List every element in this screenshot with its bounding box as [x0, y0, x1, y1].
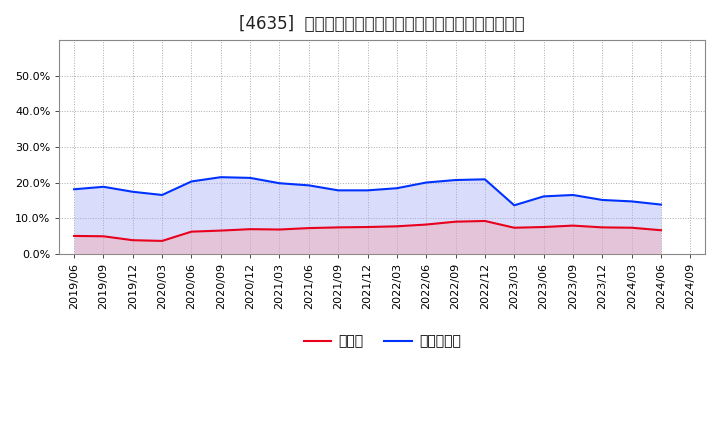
- 現須金: [70, 233, 78, 238]
- 現須金: [451, 219, 460, 224]
- 現須金: [128, 238, 137, 243]
- 有利子負債: [510, 203, 518, 208]
- 現須金: [275, 227, 284, 232]
- 現須金: [569, 223, 577, 228]
- 現須金: [305, 225, 313, 231]
- 有利子負債: [246, 175, 254, 180]
- 有利子負債: [158, 192, 166, 198]
- 有利子負債: [569, 192, 577, 198]
- 有利子負債: [451, 177, 460, 183]
- 有利子負債: [128, 189, 137, 194]
- 現須金: [99, 234, 108, 239]
- 有利子負債: [305, 183, 313, 188]
- 有利子負債: [598, 197, 607, 202]
- 有利子負債: [657, 202, 665, 207]
- 現須金: [598, 225, 607, 230]
- 現須金: [510, 225, 518, 231]
- 有利子負債: [539, 194, 548, 199]
- 現須金: [246, 227, 254, 232]
- 有利子負債: [422, 180, 431, 185]
- 有利子負債: [275, 180, 284, 186]
- 現須金: [334, 225, 343, 230]
- 有利子負債: [187, 179, 196, 184]
- Line: 有利子負債: 有利子負債: [74, 177, 661, 205]
- Legend: 現須金, 有利子負債: 現須金, 有利子負債: [298, 329, 467, 354]
- 現須金: [392, 224, 401, 229]
- 現須金: [217, 228, 225, 233]
- 有利子負債: [480, 177, 489, 182]
- 現須金: [363, 224, 372, 230]
- Title: [4635]  現須金、有利子負債の総資産に対する比率の推移: [4635] 現須金、有利子負債の総資産に対する比率の推移: [239, 15, 525, 33]
- 有利子負債: [217, 175, 225, 180]
- 有利子負債: [70, 187, 78, 192]
- 有利子負債: [363, 188, 372, 193]
- 現須金: [158, 238, 166, 244]
- Line: 現須金: 現須金: [74, 221, 661, 241]
- 有利子負債: [392, 186, 401, 191]
- 現須金: [627, 225, 636, 231]
- 有利子負債: [627, 199, 636, 204]
- 現須金: [422, 222, 431, 227]
- 有利子負債: [99, 184, 108, 190]
- 現須金: [480, 218, 489, 224]
- 現須金: [657, 227, 665, 233]
- 有利子負債: [334, 188, 343, 193]
- 現須金: [187, 229, 196, 234]
- 現須金: [539, 224, 548, 230]
